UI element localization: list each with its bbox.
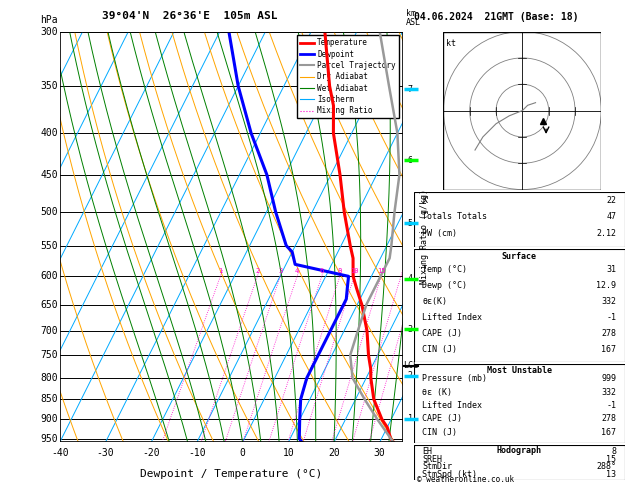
Text: 750: 750 — [40, 350, 58, 360]
Text: 332: 332 — [601, 296, 616, 306]
Text: 2: 2 — [255, 268, 259, 274]
Text: CAPE (J): CAPE (J) — [422, 329, 462, 338]
Text: 7: 7 — [403, 85, 413, 93]
Text: -40: -40 — [51, 449, 69, 458]
Text: SREH: SREH — [422, 454, 442, 464]
Text: kt: kt — [446, 39, 456, 49]
Text: 900: 900 — [40, 415, 58, 424]
Text: 6: 6 — [320, 268, 324, 274]
Text: 4: 4 — [403, 274, 413, 283]
Text: Most Unstable: Most Unstable — [487, 366, 552, 375]
Text: 4: 4 — [295, 268, 299, 274]
Text: θε(K): θε(K) — [422, 296, 447, 306]
Text: Dewpoint / Temperature (°C): Dewpoint / Temperature (°C) — [140, 469, 322, 479]
Text: 500: 500 — [40, 207, 58, 217]
Text: 31: 31 — [606, 264, 616, 274]
Text: Hodograph: Hodograph — [497, 446, 542, 455]
Text: 6: 6 — [403, 156, 413, 165]
Text: 278: 278 — [601, 415, 616, 423]
Text: hPa: hPa — [40, 16, 58, 25]
Text: 3: 3 — [403, 325, 413, 334]
Text: Pressure (mb): Pressure (mb) — [422, 374, 487, 383]
Text: 600: 600 — [40, 271, 58, 281]
Text: StmDir: StmDir — [422, 462, 452, 471]
Text: 288°: 288° — [596, 462, 616, 471]
Text: 400: 400 — [40, 128, 58, 138]
Text: PW (cm): PW (cm) — [422, 229, 457, 238]
Text: 15: 15 — [377, 268, 386, 274]
Text: 13: 13 — [606, 469, 616, 479]
Text: -30: -30 — [97, 449, 114, 458]
Text: 350: 350 — [40, 81, 58, 91]
Text: Lifted Index: Lifted Index — [422, 401, 482, 410]
Text: EH: EH — [422, 447, 432, 456]
Text: 850: 850 — [40, 394, 58, 404]
Text: © weatheronline.co.uk: © weatheronline.co.uk — [417, 474, 514, 484]
Text: 1: 1 — [218, 268, 223, 274]
Text: Surface: Surface — [502, 252, 537, 261]
Text: 300: 300 — [40, 27, 58, 36]
Text: 332: 332 — [601, 387, 616, 397]
Text: 450: 450 — [40, 170, 58, 180]
Text: 800: 800 — [40, 373, 58, 383]
Text: LCL: LCL — [403, 361, 418, 370]
Text: 15: 15 — [606, 454, 616, 464]
Text: Lifted Index: Lifted Index — [422, 312, 482, 322]
Text: CIN (J): CIN (J) — [422, 345, 457, 354]
Text: 8: 8 — [338, 268, 342, 274]
Text: 167: 167 — [601, 345, 616, 354]
Text: 278: 278 — [601, 329, 616, 338]
Text: 12.9: 12.9 — [596, 280, 616, 290]
Text: K: K — [422, 196, 427, 205]
Text: 700: 700 — [40, 326, 58, 336]
Text: -20: -20 — [142, 449, 160, 458]
Text: CIN (J): CIN (J) — [422, 428, 457, 437]
Text: Mixing Ratio (g/kg): Mixing Ratio (g/kg) — [420, 190, 430, 284]
Text: 650: 650 — [40, 299, 58, 310]
Text: 2.12: 2.12 — [596, 229, 616, 238]
Text: StmSpd (kt): StmSpd (kt) — [422, 469, 477, 479]
Text: -10: -10 — [188, 449, 206, 458]
Text: 1: 1 — [403, 414, 413, 423]
Text: km
ASL: km ASL — [406, 10, 421, 28]
Text: Totals Totals: Totals Totals — [422, 212, 487, 221]
Text: 10: 10 — [350, 268, 359, 274]
Text: 3: 3 — [278, 268, 282, 274]
Text: 950: 950 — [40, 434, 58, 444]
Text: CAPE (J): CAPE (J) — [422, 415, 462, 423]
Text: 39°04'N  26°36'E  105m ASL: 39°04'N 26°36'E 105m ASL — [103, 11, 278, 21]
Text: 167: 167 — [601, 428, 616, 437]
Text: Temp (°C): Temp (°C) — [422, 264, 467, 274]
Text: 5: 5 — [403, 219, 413, 227]
Text: 999: 999 — [601, 374, 616, 383]
Text: 0: 0 — [240, 449, 245, 458]
Text: 22: 22 — [606, 196, 616, 205]
Text: 10: 10 — [282, 449, 294, 458]
Text: 8: 8 — [611, 447, 616, 456]
Legend: Temperature, Dewpoint, Parcel Trajectory, Dry Adiabat, Wet Adiabat, Isotherm, Mi: Temperature, Dewpoint, Parcel Trajectory… — [297, 35, 399, 118]
Bar — [60, 32, 403, 442]
Text: 04.06.2024  21GMT (Base: 18): 04.06.2024 21GMT (Base: 18) — [414, 12, 579, 22]
Text: 30: 30 — [374, 449, 386, 458]
Text: 550: 550 — [40, 241, 58, 251]
Text: 2: 2 — [403, 371, 413, 380]
Text: 47: 47 — [606, 212, 616, 221]
Text: -1: -1 — [606, 401, 616, 410]
Text: 20: 20 — [328, 449, 340, 458]
Text: θε (K): θε (K) — [422, 387, 452, 397]
Text: Dewp (°C): Dewp (°C) — [422, 280, 467, 290]
Text: -1: -1 — [606, 312, 616, 322]
